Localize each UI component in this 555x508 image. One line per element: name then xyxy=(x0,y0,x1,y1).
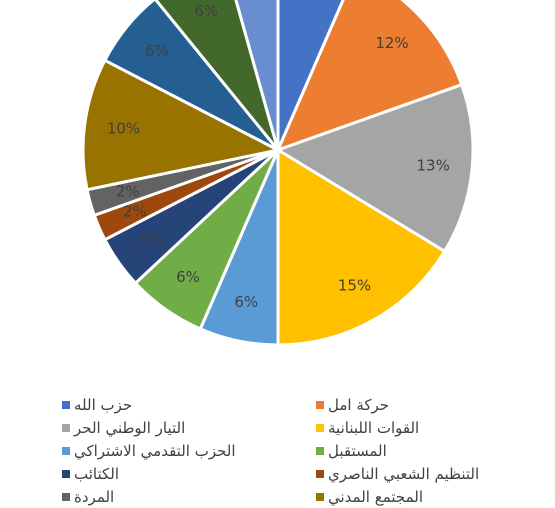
legend-label: الحزب التقدمي الاشتراكي xyxy=(74,442,236,460)
legend-label: التيار الوطني الحر xyxy=(74,419,186,437)
pie-slice xyxy=(274,82,475,254)
pie-slice xyxy=(275,0,464,153)
legend-item: المستقبل xyxy=(316,440,387,462)
pie-data-labels: 12% 13% 15% 6% 6% 4% 2% 2% 10% 6% 6% xyxy=(107,2,450,311)
pie-data-label: 10% xyxy=(107,119,140,137)
legend-swatch xyxy=(316,493,324,501)
pie-data-label: 12% xyxy=(375,34,408,52)
legend-item: المردة xyxy=(62,486,114,508)
legend-label: حزب الله xyxy=(74,396,133,414)
legend-label: القوات اللبنانية xyxy=(328,419,420,437)
pie-chart: 12% 13% 15% 6% 6% 4% 2% 2% 10% 6% 6% xyxy=(81,0,475,347)
pie-slice xyxy=(276,147,447,347)
legend-item: الكتائب xyxy=(62,463,119,485)
legend-label: المجتمع المدني xyxy=(328,488,424,506)
legend-swatch xyxy=(62,424,70,432)
legend-label: المردة xyxy=(74,488,115,506)
pie-slice xyxy=(154,0,280,151)
pie-slice xyxy=(81,58,283,192)
pie-data-label: 6% xyxy=(194,2,218,20)
pie-slice xyxy=(102,0,280,152)
legend-item: التنظيم الشعبي الناصري xyxy=(316,463,479,485)
legend-label: حركة امل xyxy=(328,396,390,414)
legend-item: حركة امل xyxy=(316,394,389,416)
legend-item: التيار الوطني الحر xyxy=(62,417,185,439)
legend-swatch xyxy=(62,447,70,455)
legend-item: المجتمع المدني xyxy=(316,486,423,508)
legend-label: الكتائب xyxy=(74,465,120,483)
pie-slice xyxy=(234,0,280,151)
pie-slices xyxy=(81,0,475,347)
legend-item: الحزب التقدمي الاشتراكي xyxy=(62,440,236,462)
legend-swatch xyxy=(62,401,70,409)
legend-label: التنظيم الشعبي الناصري xyxy=(328,465,480,483)
legend-swatch xyxy=(316,470,324,478)
pie-data-label: 13% xyxy=(417,157,450,175)
pie-data-label: 2% xyxy=(123,203,147,221)
pie-data-label: 2% xyxy=(116,183,140,201)
chart-legend: حزب الله حركة امل التيار الوطني الحر القوات… xyxy=(0,390,555,506)
legend-swatch xyxy=(62,470,70,478)
legend-swatch xyxy=(316,424,324,432)
legend-swatch xyxy=(316,401,324,409)
pie-data-label: 15% xyxy=(338,277,371,295)
pie-data-label: 6% xyxy=(234,293,258,311)
pie-data-label: 6% xyxy=(176,268,200,286)
pie-data-label: 6% xyxy=(145,42,169,60)
legend-swatch xyxy=(316,447,324,455)
legend-item: حزب الله xyxy=(62,394,132,416)
pie-data-label: 4% xyxy=(139,231,163,249)
legend-item: القوات اللبنانية xyxy=(316,417,419,439)
legend-label: المستقبل xyxy=(328,442,387,460)
legend-swatch xyxy=(62,493,70,501)
